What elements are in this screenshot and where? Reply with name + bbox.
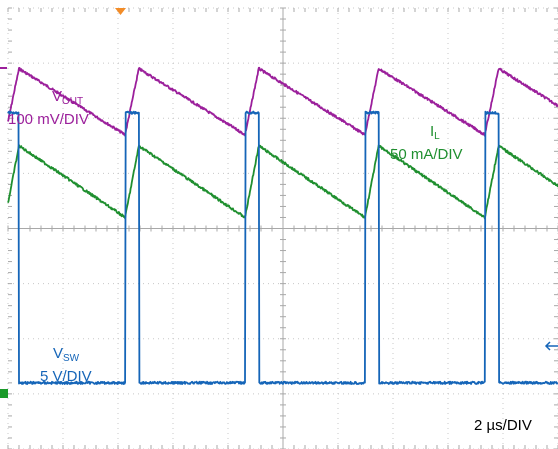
trace-vsw bbox=[7, 110, 558, 385]
trace-vout bbox=[7, 66, 558, 137]
trigger-position-marker bbox=[115, 8, 126, 15]
trace-il bbox=[7, 144, 558, 220]
vout-label: VOUT bbox=[52, 88, 83, 107]
time-scale-label: 2 µs/DIV bbox=[474, 417, 532, 434]
vsw-ground-marker bbox=[0, 389, 8, 398]
trigger-level-arrow bbox=[544, 341, 558, 351]
vsw-label: VSW bbox=[53, 345, 80, 364]
graticule bbox=[7, 7, 558, 449]
waveform-traces bbox=[7, 66, 558, 385]
il-scale-label: 50 mA/DIV bbox=[390, 146, 463, 163]
il-label: IL bbox=[430, 123, 440, 142]
vout-scale-label: 100 mV/DIV bbox=[8, 111, 89, 128]
vsw-scale-label: 5 V/DIV bbox=[40, 368, 92, 385]
